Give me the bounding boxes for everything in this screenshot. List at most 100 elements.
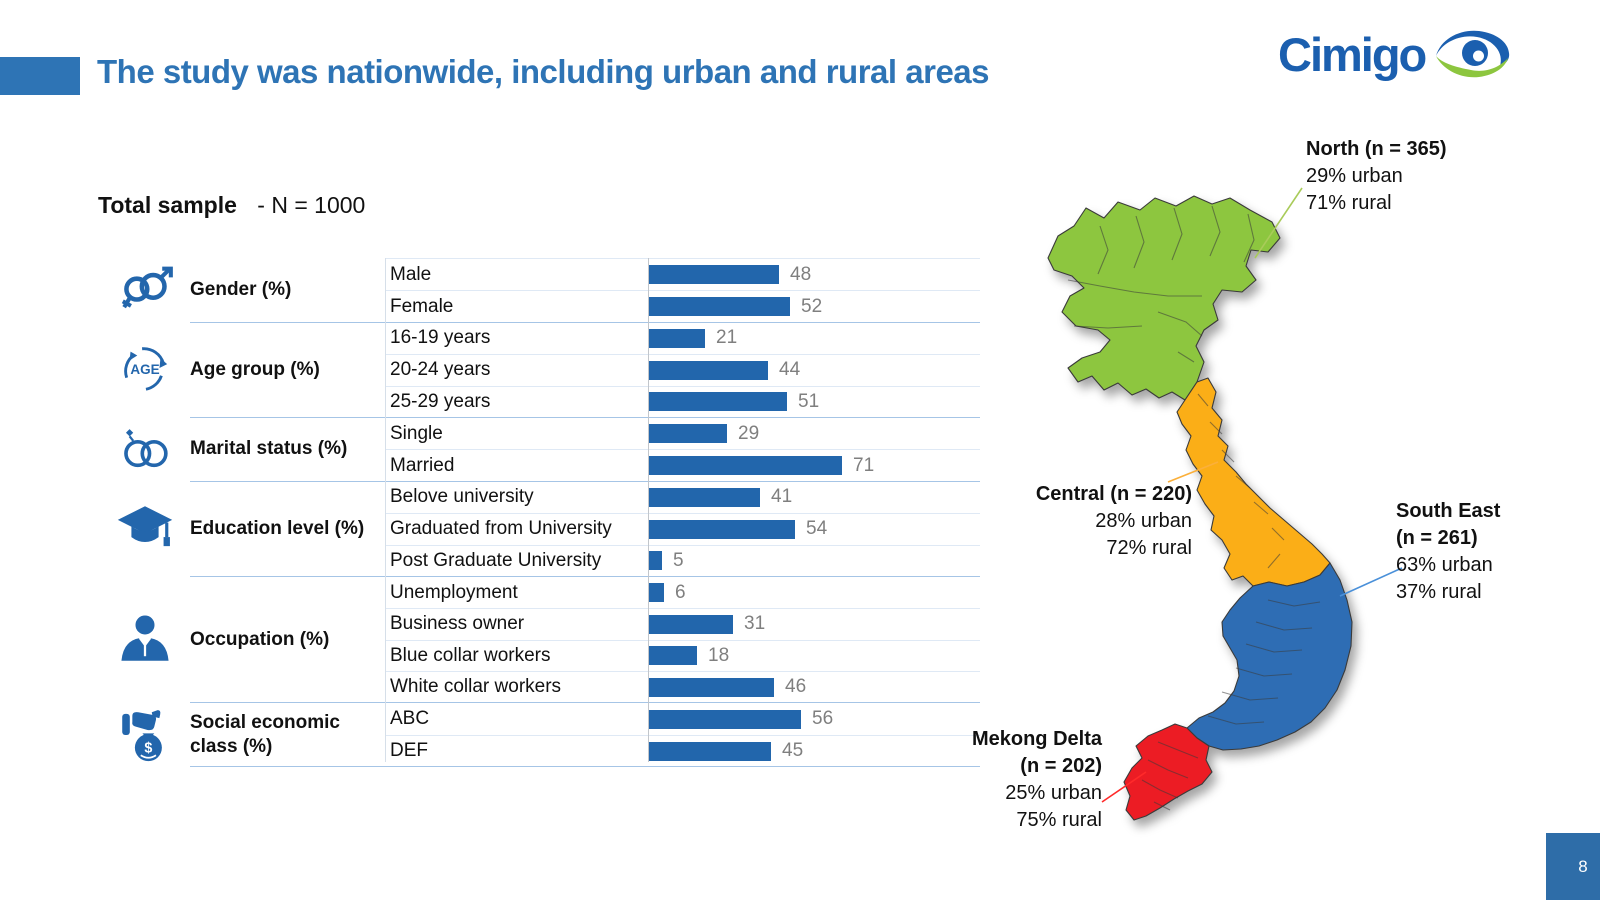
table-group: Gender (%) Male 48 Female 52 bbox=[100, 258, 980, 322]
bar bbox=[648, 456, 842, 476]
row-label: Belove university bbox=[390, 486, 534, 508]
leader-line-southeast bbox=[1339, 567, 1403, 597]
page-number-badge: 8 bbox=[1546, 833, 1600, 900]
map-label-southeast: South East (n = 261) 63% urban 37% rural bbox=[1396, 498, 1566, 606]
vietnam-map bbox=[1047, 187, 1403, 821]
table-row: Graduated from University 54 bbox=[385, 513, 980, 544]
north-rural: 71% rural bbox=[1306, 192, 1392, 214]
wedding-rings-icon bbox=[100, 417, 190, 481]
category-label: Education level (%) bbox=[190, 480, 385, 576]
vietnam-regions bbox=[1047, 195, 1353, 821]
mekong-rural: 75% rural bbox=[1016, 809, 1102, 831]
row-label: Unemployment bbox=[390, 581, 518, 603]
north-urban: 29% urban bbox=[1306, 165, 1403, 187]
bar bbox=[648, 487, 760, 507]
row-label: DEF bbox=[390, 740, 428, 762]
row-label: Blue collar workers bbox=[390, 644, 551, 666]
bar bbox=[648, 709, 801, 729]
leader-lines bbox=[1101, 187, 1403, 803]
category-label: Marital status (%) bbox=[190, 416, 385, 481]
table-row: Married 71 bbox=[385, 449, 980, 480]
map-label-north: North (n = 365) 29% urban 71% rural bbox=[1306, 136, 1536, 217]
bar-value: 31 bbox=[744, 613, 766, 635]
bar bbox=[648, 583, 664, 603]
table-group: $ Social economic class (%) ABC 56 DEF 45 bbox=[100, 702, 980, 768]
row-label: 16-19 years bbox=[390, 327, 491, 349]
row-label: 25-29 years bbox=[390, 390, 491, 412]
category-label: Age group (%) bbox=[190, 321, 385, 417]
bar-value: 71 bbox=[853, 454, 875, 476]
map-region-central bbox=[1176, 377, 1331, 587]
table-row: 25-29 years 51 bbox=[385, 385, 980, 417]
row-label: Female bbox=[390, 295, 454, 317]
bar-value: 45 bbox=[782, 740, 804, 762]
bar bbox=[648, 741, 771, 761]
map-region-north bbox=[1047, 195, 1281, 401]
table-row: Unemployment 6 bbox=[385, 577, 980, 608]
row-label: 20-24 years bbox=[390, 359, 491, 381]
bar bbox=[648, 297, 790, 317]
sample-label: Total sample bbox=[98, 192, 237, 218]
province-borders-mekong bbox=[1141, 741, 1199, 811]
province-borders-central bbox=[1197, 393, 1285, 569]
row-label: Post Graduate University bbox=[390, 549, 602, 571]
cimigo-eye-icon bbox=[1436, 30, 1510, 78]
central-title: Central (n = 220) bbox=[1035, 483, 1192, 505]
slide-title: The study was nationwide, including urba… bbox=[97, 53, 990, 90]
bar bbox=[648, 677, 774, 697]
map-label-central: Central (n = 220) 28% urban 72% rural bbox=[990, 481, 1192, 562]
graduation-cap-icon bbox=[100, 481, 190, 576]
businessman-icon bbox=[100, 576, 190, 703]
bar bbox=[648, 519, 795, 539]
bar-value: 48 bbox=[790, 263, 812, 285]
chart-axis-line bbox=[648, 258, 649, 762]
southeast-urban: 63% urban bbox=[1396, 554, 1493, 576]
bar bbox=[648, 551, 662, 571]
row-label: White collar workers bbox=[390, 676, 562, 698]
table-row: Single 29 bbox=[385, 418, 980, 449]
row-label: Male bbox=[390, 263, 432, 285]
category-label: Social economic class (%) bbox=[190, 702, 385, 768]
bar bbox=[648, 614, 733, 634]
row-label: Single bbox=[390, 422, 443, 444]
bar-value: 6 bbox=[675, 581, 686, 603]
table-row: Male 48 bbox=[385, 259, 980, 290]
category-label: Occupation (%) bbox=[190, 575, 385, 703]
mekong-urban: 25% urban bbox=[1005, 782, 1102, 804]
table-row: White collar workers 46 bbox=[385, 671, 980, 702]
sample-n-value: - N = 1000 bbox=[257, 192, 366, 218]
table-group: AGE Age group (%) 16-19 years 21 20-24 year… bbox=[100, 321, 980, 417]
table-row: Belove university 41 bbox=[385, 482, 980, 513]
svg-text:AGE: AGE bbox=[130, 362, 159, 377]
bar-value: 46 bbox=[785, 676, 807, 698]
table-row: ABC 56 bbox=[385, 703, 980, 734]
province-borders-southeast bbox=[1207, 599, 1321, 725]
bar-value: 18 bbox=[708, 644, 730, 666]
southeast-title-line2: (n = 261) bbox=[1396, 527, 1478, 549]
province-borders-north bbox=[1067, 205, 1255, 363]
central-urban: 28% urban bbox=[1095, 510, 1192, 532]
money-bag-icon: $ bbox=[100, 702, 190, 767]
bar-value: 29 bbox=[738, 422, 760, 444]
page-number: 8 bbox=[1578, 856, 1588, 876]
bar-value: 51 bbox=[798, 390, 820, 412]
table-column-divider bbox=[385, 258, 386, 762]
table-group: Education level (%) Belove university 41 Gr… bbox=[100, 480, 980, 576]
title-accent-bar bbox=[0, 57, 80, 95]
bar-value: 52 bbox=[801, 295, 823, 317]
table-row: DEF 45 bbox=[385, 734, 980, 766]
bar-value: 56 bbox=[812, 708, 834, 730]
bar-value: 41 bbox=[771, 486, 793, 508]
sample-table: Gender (%) Male 48 Female 52 AGE Age group (… bbox=[100, 258, 980, 768]
bar bbox=[648, 392, 787, 412]
bar bbox=[648, 265, 779, 285]
row-label: Business owner bbox=[390, 613, 525, 635]
cimigo-wordmark: Cimigo bbox=[1278, 27, 1427, 81]
sample-size-label: Total sample - N = 1000 bbox=[98, 192, 365, 219]
row-label: Married bbox=[390, 454, 455, 476]
bar bbox=[648, 646, 697, 666]
table-group: Occupation (%) Unemployment 6 Business owne… bbox=[100, 575, 980, 703]
leader-line-mekong bbox=[1101, 771, 1147, 803]
cimigo-logo: Cimigo bbox=[1278, 26, 1513, 82]
